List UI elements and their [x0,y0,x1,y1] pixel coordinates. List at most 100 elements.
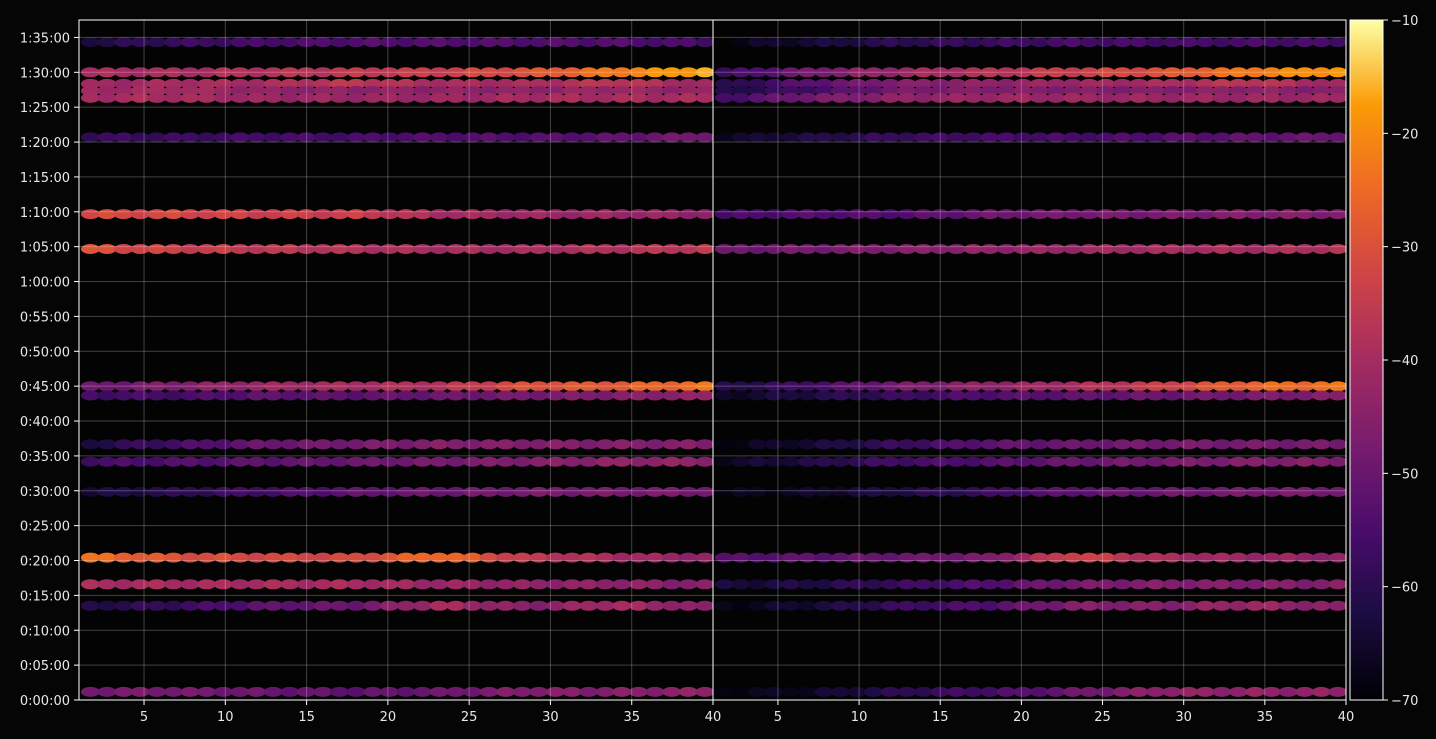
heat-mark [847,209,867,220]
heat-mark [163,85,183,96]
heat-mark [147,381,167,392]
heat-mark [595,244,615,254]
heat-mark [1311,552,1331,563]
heat-mark [830,85,850,96]
heat-mark [263,686,283,697]
heat-mark [764,381,784,392]
heat-mark [97,456,117,467]
heat-mark [1013,78,1033,89]
heat-mark [748,686,767,697]
heat-mark [797,78,817,89]
heat-mark [479,85,499,96]
heat-mark [296,244,316,254]
heat-mark [814,381,834,392]
heat-mark [980,67,1000,78]
heat-mark [1162,132,1182,143]
heat-mark [1129,486,1149,497]
heat-mark [764,92,784,103]
heat-mark [996,552,1016,563]
heat-mark [714,78,734,89]
heat-mark [1311,209,1331,220]
heat-mark [1228,600,1248,611]
heat-mark [230,390,250,401]
heat-mark [748,92,767,103]
heat-mark [479,37,499,48]
heat-mark [764,600,784,611]
heat-mark [996,486,1016,497]
heat-mark [897,209,917,220]
heat-mark [1179,67,1199,78]
heat-mark [263,486,283,497]
heat-mark [529,244,549,254]
heat-mark [814,92,834,103]
heat-mark [562,67,582,78]
heat-mark [980,37,1000,48]
heat-mark [678,600,698,611]
heat-mark [864,92,884,103]
heat-mark [545,85,565,96]
heat-mark [97,390,117,401]
heat-mark [462,600,482,611]
heat-mark [1112,381,1132,392]
x-tick-label: 20 [1013,710,1030,725]
heat-mark [628,381,648,392]
heat-mark [529,85,549,96]
heat-mark [797,456,817,467]
heat-mark [1228,552,1248,563]
y-tick-label: 0:35:00 [20,450,70,465]
heat-mark [446,579,466,590]
heat-mark [930,78,950,89]
heat-mark [930,579,950,590]
heat-mark [1195,686,1215,697]
heat-mark [930,600,950,611]
heat-mark [1278,600,1298,611]
heat-mark [579,244,599,254]
heat-mark [797,85,817,96]
heat-mark [429,381,449,392]
heat-mark [446,85,466,96]
heat-mark [80,67,100,78]
heat-mark [462,78,482,89]
heat-mark [1311,686,1331,697]
heat-mark [197,381,217,392]
heat-mark [897,78,917,89]
heat-mark [97,78,117,89]
heat-mark [880,686,900,697]
heat-mark [479,209,499,220]
heat-mark [662,579,682,590]
heat-mark [913,456,933,467]
heat-mark [197,244,217,254]
heat-mark [1278,390,1298,401]
heat-mark [363,552,383,563]
heat-mark [1328,579,1346,590]
heat-mark [814,67,834,78]
heat-mark [996,37,1016,48]
heat-mark [579,78,599,89]
heat-mark [880,78,900,89]
heat-mark [80,37,100,48]
heat-mark [363,486,383,497]
heat-mark [512,37,532,48]
heat-mark [1328,67,1346,78]
heat-mark [379,439,399,450]
heat-mark [130,552,150,563]
heat-mark [446,78,466,89]
heat-mark [1063,579,1083,590]
heat-mark [529,67,549,78]
heat-mark [1046,456,1066,467]
heat-mark [379,600,399,611]
heat-mark [1212,67,1232,78]
heat-mark [579,552,599,563]
heat-mark [781,579,801,590]
heat-mark [163,486,183,497]
heat-mark [1245,132,1265,143]
heat-mark [913,381,933,392]
heat-mark [479,552,499,563]
heat-mark [1278,92,1298,103]
heat-mark [330,552,349,563]
y-tick-label: 0:20:00 [20,555,70,570]
heat-mark [1112,600,1132,611]
heat-mark [847,92,867,103]
left-panel-background [79,20,713,700]
heat-mark [346,600,366,611]
